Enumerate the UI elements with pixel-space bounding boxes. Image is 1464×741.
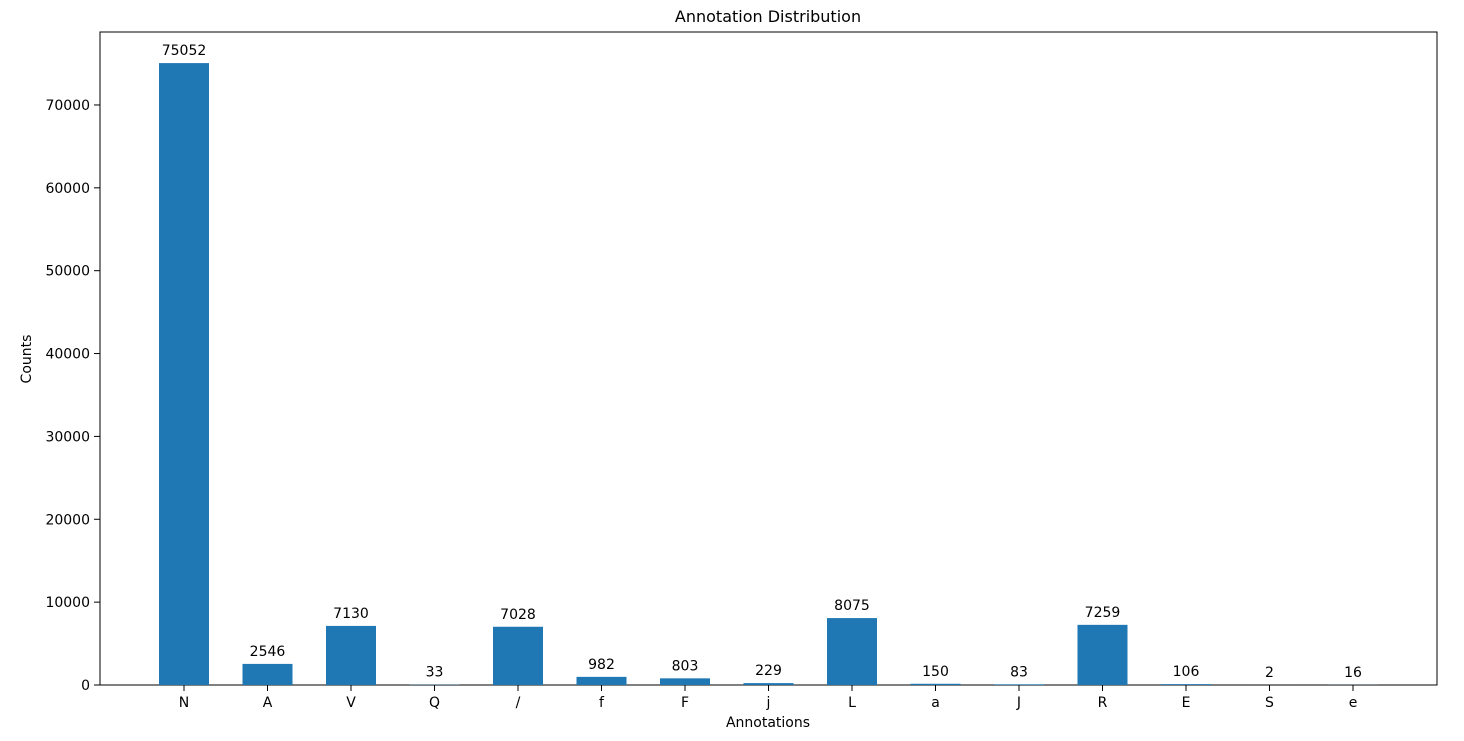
data-label: 33 bbox=[426, 665, 444, 681]
bar-5 bbox=[576, 676, 627, 685]
y-tick-label: 60000 bbox=[45, 181, 90, 197]
x-tick-label: A bbox=[263, 695, 273, 711]
bar-10 bbox=[994, 684, 1044, 685]
x-tick-label: j bbox=[766, 695, 771, 711]
x-tick-label: V bbox=[346, 695, 356, 711]
bar-1 bbox=[242, 663, 293, 685]
bar-12 bbox=[1161, 684, 1211, 685]
x-tick-label: Q bbox=[429, 695, 440, 711]
x-tick-label: L bbox=[848, 695, 856, 711]
x-tick-label: e bbox=[1349, 695, 1358, 711]
bar-9 bbox=[910, 683, 961, 685]
x-tick-label: / bbox=[516, 695, 521, 711]
data-label: 803 bbox=[672, 658, 699, 674]
y-axis-label: Counts bbox=[19, 335, 35, 384]
data-label: 106 bbox=[1173, 664, 1200, 680]
y-tick-label: 30000 bbox=[45, 429, 90, 445]
data-label: 229 bbox=[755, 663, 782, 679]
data-label: 2546 bbox=[250, 644, 286, 660]
y-tick-label: 50000 bbox=[45, 264, 90, 280]
data-labels: 75052 2546 7130 33 7028 982 803 229 8075 150 83 725… bbox=[162, 43, 1362, 681]
y-axis: 0 10000 20000 30000 40000 50000 60000 70000 bbox=[45, 98, 100, 694]
x-tick-label: N bbox=[179, 695, 189, 711]
data-label: 7259 bbox=[1085, 605, 1121, 621]
plot-area: 0 10000 20000 30000 40000 50000 60000 70000 N A V… bbox=[45, 31, 1438, 711]
chart-title: Annotation Distribution bbox=[675, 7, 861, 26]
data-label: 83 bbox=[1010, 664, 1028, 680]
bar-8 bbox=[827, 618, 877, 685]
x-tick-label: a bbox=[931, 695, 940, 711]
y-tick-label: 40000 bbox=[45, 347, 90, 363]
y-tick-label: 70000 bbox=[45, 98, 90, 114]
bar-6 bbox=[660, 678, 710, 685]
y-tick-label: 20000 bbox=[45, 512, 90, 528]
data-label: 2 bbox=[1265, 665, 1274, 681]
x-tick-label: S bbox=[1265, 695, 1274, 711]
data-label: 7130 bbox=[333, 606, 369, 622]
bar-11 bbox=[1077, 624, 1128, 685]
data-label: 75052 bbox=[162, 43, 207, 59]
x-tick-label: f bbox=[599, 695, 605, 711]
y-tick-label: 0 bbox=[81, 678, 90, 694]
data-label: 150 bbox=[922, 664, 949, 680]
plot-frame bbox=[99, 31, 1438, 686]
data-label: 7028 bbox=[500, 607, 536, 623]
bar-7 bbox=[743, 683, 794, 685]
bar-0 bbox=[159, 63, 209, 686]
x-tick-label: J bbox=[1016, 695, 1021, 711]
data-label: 982 bbox=[588, 657, 615, 673]
bars bbox=[159, 63, 1378, 686]
x-tick-label: E bbox=[1182, 695, 1191, 711]
x-tick-label: F bbox=[681, 695, 689, 711]
data-label: 8075 bbox=[834, 598, 870, 614]
bar-2 bbox=[326, 625, 376, 685]
bar-4 bbox=[493, 626, 543, 685]
x-axis-label: Annotations bbox=[726, 715, 810, 731]
x-tick-label: R bbox=[1098, 695, 1108, 711]
data-label: 16 bbox=[1344, 665, 1362, 681]
y-tick-label: 10000 bbox=[45, 595, 90, 611]
